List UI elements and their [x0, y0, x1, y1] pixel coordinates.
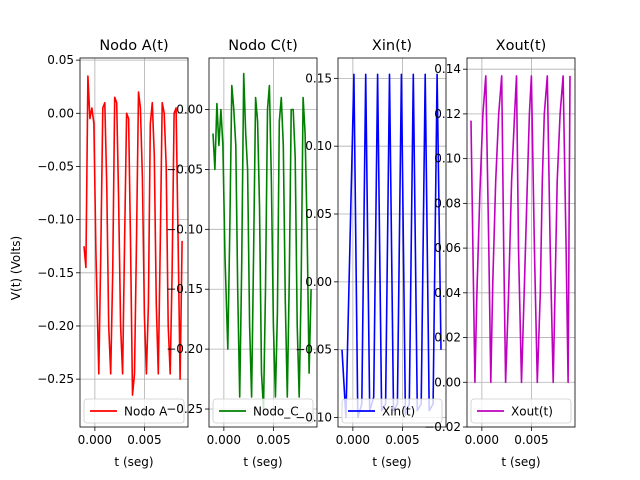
y-tick-label: 0.00 [434, 375, 461, 389]
series-line-1 [83, 75, 183, 396]
y-tick-label: 0.05 [305, 207, 332, 221]
y-tick-label: 0.10 [305, 139, 332, 153]
legend: Xout(t) [470, 398, 572, 424]
x-tick-label: 0.000 [336, 433, 370, 447]
y-tick-label: −0.10 [295, 411, 332, 425]
y-tick-label: −0.02 [424, 420, 461, 434]
y-axis-label: V(t) (Volts) [9, 236, 23, 300]
legend-label: Xin(t) [382, 405, 415, 419]
x-axis-label: t (seg) [243, 455, 282, 469]
x-tick-label: 0.005 [127, 433, 161, 447]
y-tick-label: 0.10 [434, 152, 461, 166]
y-tick-label: 0.06 [434, 241, 461, 255]
y-tick-label: −0.05 [295, 343, 332, 357]
series-line-2 [212, 72, 312, 410]
y-tick-label: 0.02 [434, 331, 461, 345]
subplot-1: 0.000 0.005 0.05 0.00 −0.05 −0.10 −0.15 −0.20 −0… [37, 38, 189, 469]
y-tick-label: −0.15 [37, 266, 74, 280]
y-tick-label: −0.25 [166, 402, 203, 416]
y-tick-label: 0.04 [434, 286, 461, 300]
x-axis-label: t (seg) [372, 455, 411, 469]
legend-box [83, 398, 185, 424]
x-tick-label: 0.005 [385, 433, 419, 447]
y-tick-label: 0.14 [434, 62, 461, 76]
y-tick-label: 0.12 [434, 107, 461, 121]
axes-frame [337, 57, 447, 428]
y-tick-label: −0.05 [166, 162, 203, 176]
y-tick-label: 0.00 [305, 275, 332, 289]
legend-box [341, 398, 443, 424]
axes-frame [79, 57, 189, 428]
subplot-3: 0.000 0.005 0.15 0.10 0.05 0.00 −0.05 −0.10 Xin(… [295, 38, 447, 469]
y-tick-label: −0.10 [166, 222, 203, 236]
y-tick-label: −0.05 [37, 159, 74, 173]
subplot-2: 0.000 0.005 0.00 −0.05 −0.10 −0.15 −0.20 −0.25 N… [166, 38, 318, 469]
legend-box [212, 398, 314, 424]
y-tick-label: 0.15 [305, 71, 332, 85]
legend-label: Xout(t) [511, 405, 553, 419]
y-tick-label: −0.20 [166, 342, 203, 356]
x-tick-label: 0.000 [78, 433, 112, 447]
axes-frame [466, 57, 576, 428]
subplot-title: Nodo A(t) [99, 38, 168, 54]
y-tick-label: −0.10 [37, 213, 74, 227]
y-tick-label: 0.05 [47, 53, 74, 67]
y-tick-label: −0.25 [37, 372, 74, 386]
y-tick-label: 0.00 [47, 106, 74, 120]
subplot-title: Xin(t) [372, 38, 412, 54]
x-tick-label: 0.005 [514, 433, 548, 447]
series-line-4 [470, 75, 571, 384]
legend: Nodo A [83, 398, 185, 424]
axes-frame [208, 57, 318, 428]
legend-box [470, 398, 572, 424]
legend: Nodo_C [212, 398, 314, 424]
legend-label: Nodo_C [253, 405, 299, 419]
y-tick-label: 0.00 [176, 103, 203, 117]
x-tick-label: 0.000 [465, 433, 499, 447]
x-tick-label: 0.000 [207, 433, 241, 447]
subplot-title: Xout(t) [496, 38, 547, 54]
x-axis-label: t (seg) [501, 455, 540, 469]
x-axis-label: t (seg) [114, 455, 153, 469]
subplot-4: 0.000 0.005 0.14 0.12 0.10 0.08 0.06 0.04 0.02 0.… [424, 38, 576, 469]
subplot-title: Nodo C(t) [228, 38, 298, 54]
y-tick-label: 0.08 [434, 196, 461, 210]
legend-label: Nodo A [124, 405, 168, 419]
legend: Xin(t) [341, 398, 443, 424]
x-tick-label: 0.005 [256, 433, 290, 447]
y-tick-label: −0.20 [37, 319, 74, 333]
y-tick-label: −0.15 [166, 282, 203, 296]
